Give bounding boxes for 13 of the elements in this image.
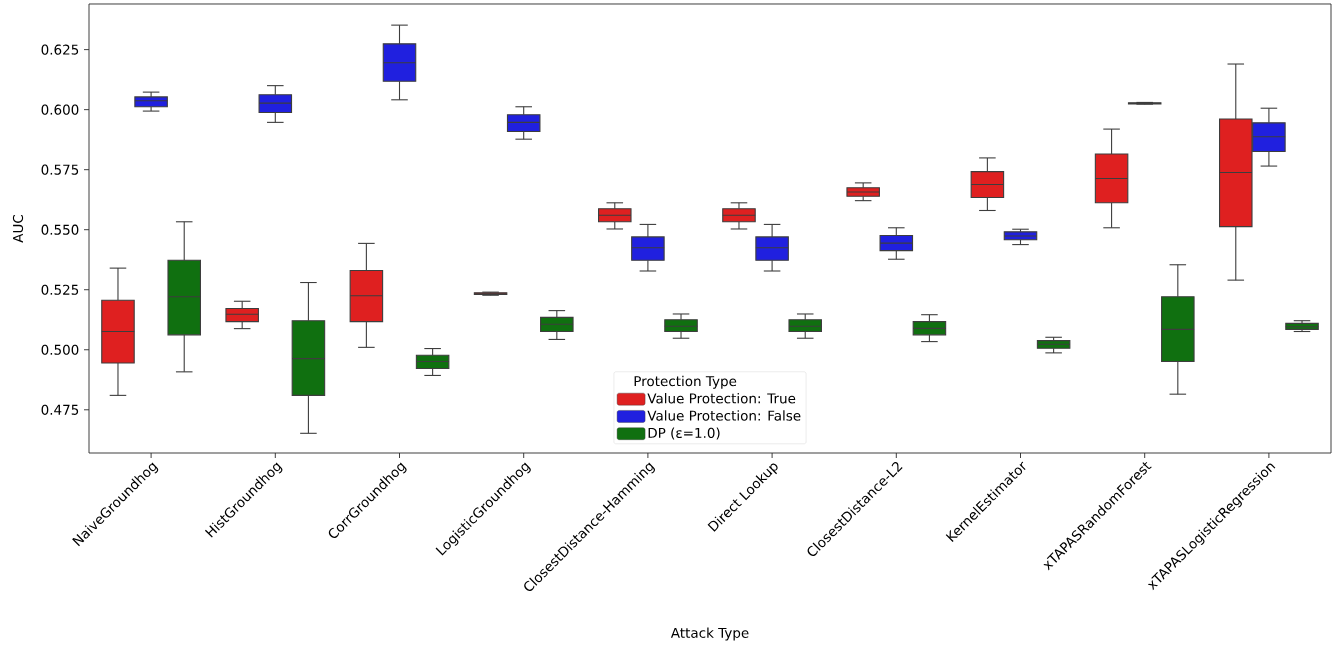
legend-label: Value Protection: True: [647, 393, 796, 404]
y-axis-title: AUC: [12, 214, 24, 243]
x-axis-title: Attack Type: [670, 627, 749, 641]
y-tick-label: 0.475: [41, 404, 79, 415]
legend-title: Protection Type: [634, 375, 737, 389]
y-tick-label: 0.625: [41, 44, 79, 55]
y-tick-label: 0.500: [41, 344, 79, 355]
legend-label: DP (ε=1.0): [648, 427, 720, 440]
y-tick-label: 0.550: [41, 224, 79, 235]
y-tick-label: 0.600: [41, 104, 79, 115]
legend-label: Value Protection: False: [647, 410, 801, 421]
y-tick-label: 0.575: [41, 164, 79, 175]
y-tick-label: 0.525: [41, 284, 79, 295]
